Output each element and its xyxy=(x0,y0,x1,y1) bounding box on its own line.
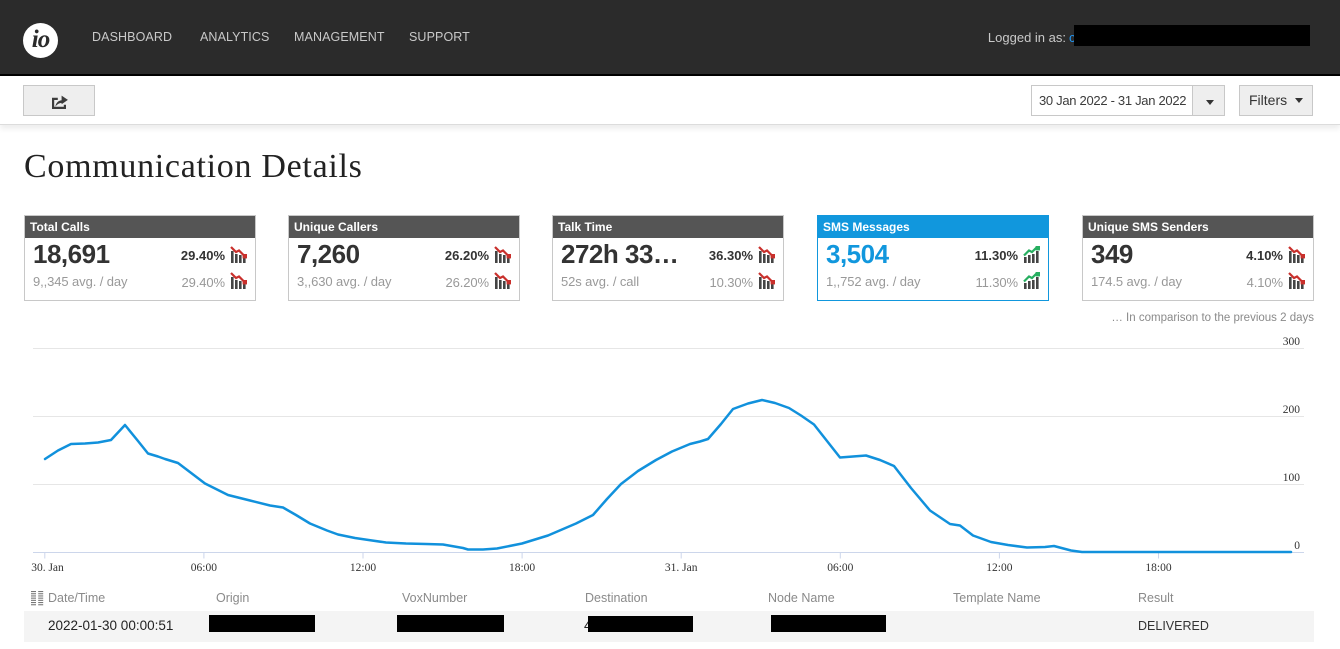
svg-text:18:00: 18:00 xyxy=(1145,562,1171,574)
svg-text:30. Jan: 30. Jan xyxy=(31,562,64,574)
svg-text:100: 100 xyxy=(1283,472,1301,484)
svg-text:300: 300 xyxy=(1283,336,1301,348)
svg-text:200: 200 xyxy=(1283,404,1301,416)
svg-text:06:00: 06:00 xyxy=(827,562,853,574)
svg-text:18:00: 18:00 xyxy=(509,562,535,574)
svg-text:06:00: 06:00 xyxy=(191,562,217,574)
svg-text:31. Jan: 31. Jan xyxy=(665,562,698,574)
svg-text:0: 0 xyxy=(1294,540,1300,552)
svg-text:12:00: 12:00 xyxy=(986,562,1012,574)
svg-text:12:00: 12:00 xyxy=(350,562,376,574)
